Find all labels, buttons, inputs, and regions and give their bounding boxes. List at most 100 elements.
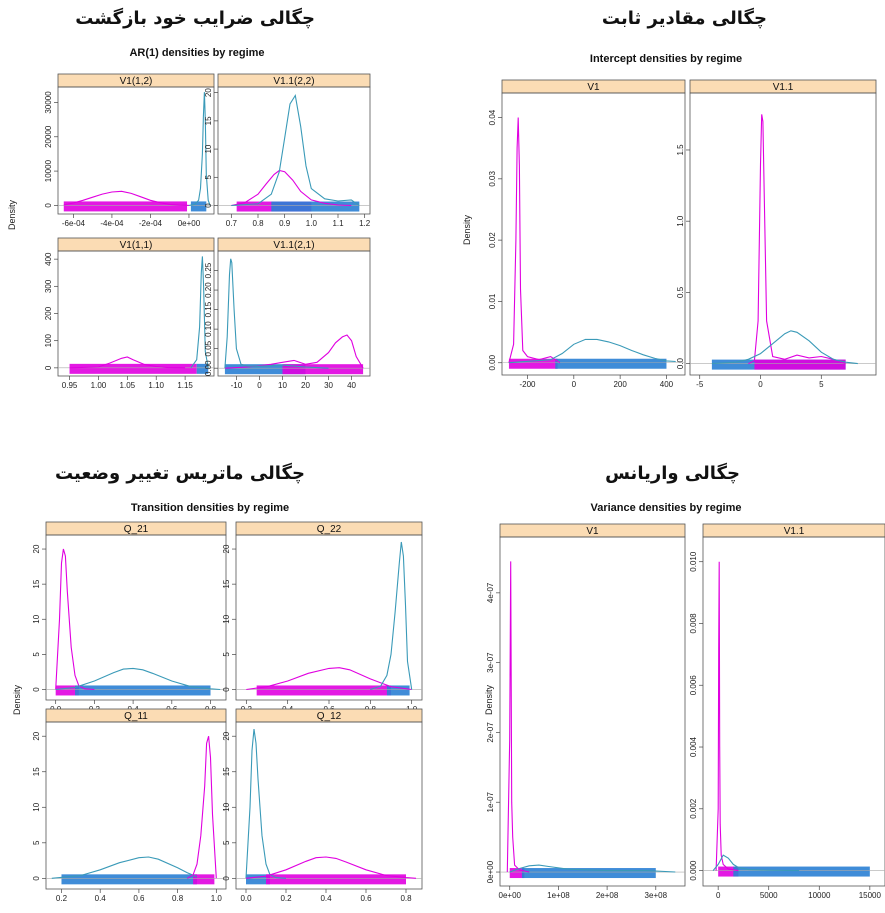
x-tick-label: -4e-04 — [100, 219, 124, 228]
y-tick-label: 5 — [32, 840, 41, 845]
y-tick-label: 0.008 — [689, 613, 698, 634]
transition-title: Transition densities by regime — [131, 502, 289, 514]
y-tick-label: 5 — [204, 175, 213, 180]
density-curve-magenta — [245, 856, 417, 879]
y-tick-label: 0.05 — [204, 340, 213, 356]
density-curve-teal — [55, 667, 221, 691]
rug-band — [69, 363, 197, 374]
y-tick-label: 10 — [222, 802, 231, 811]
y-tick-label: 15 — [222, 767, 231, 776]
transition-panel: Q_12 0.0 0.2 0.4 0.6 0.8 0 5 10 15 20 — [222, 708, 423, 903]
x-tick-label: 1.0 — [211, 894, 223, 903]
panel-frame — [57, 250, 215, 377]
y-tick-label: 20 — [222, 544, 231, 553]
x-tick-label: 0.8 — [400, 894, 412, 903]
density-curve-teal — [51, 856, 198, 879]
density-curve-magenta — [224, 334, 364, 369]
x-tick-label: 1.2 — [359, 219, 371, 228]
y-tick-label: 0e+00 — [486, 860, 495, 883]
y-tick-label: 0.002 — [689, 798, 698, 819]
panel-strip-label: Q_21 — [124, 524, 149, 535]
rug-band — [61, 874, 197, 885]
y-tick-label: 0.02 — [488, 232, 497, 248]
rug-band — [55, 685, 79, 696]
rug-band — [521, 868, 656, 879]
y-tick-label: 15 — [32, 767, 41, 776]
panel-strip-label: V1.1(2,2) — [273, 76, 314, 87]
x-tick-label: 0.7 — [226, 219, 238, 228]
y-tick-label: 200 — [44, 306, 53, 320]
ar-ylabel: Density — [7, 199, 17, 230]
x-tick-label: 1.1 — [332, 219, 344, 228]
rug-band — [509, 868, 525, 879]
ar-figure: AR(1) densities by regime Density V1(1,2) -… — [7, 47, 371, 390]
transition-panel: Q_11 0.2 0.4 0.6 0.8 1.0 0 5 10 15 20 — [32, 708, 227, 903]
y-tick-label: 20000 — [44, 125, 53, 148]
y-tick-label: 0.004 — [689, 736, 698, 757]
rug-band — [266, 874, 406, 885]
y-tick-label: 400 — [44, 252, 53, 266]
rug-band — [193, 874, 215, 885]
y-tick-label: 0.03 — [488, 170, 497, 186]
y-tick-label: 20 — [32, 731, 41, 740]
variance-figure: Variance densities by regime Density V1 0e+… — [484, 502, 885, 900]
y-tick-label: 30000 — [44, 91, 53, 114]
density-curve-magenta — [715, 561, 739, 872]
density-curve-magenta — [506, 561, 530, 873]
density-curve-magenta — [69, 356, 186, 369]
panel-frame — [501, 92, 686, 376]
x-tick-label: 40 — [347, 381, 356, 390]
y-tick-label: 0 — [44, 203, 53, 208]
intercept-panel: V1 -200 0 200 400 0.00 0.01 0.02 0.03 0.04 — [488, 79, 686, 389]
panel-strip-label: V1(1,1) — [120, 240, 153, 251]
x-tick-label: 0e+00 — [499, 891, 522, 900]
density-curve-teal — [370, 541, 413, 691]
panel-strip-label: V1(1,2) — [120, 76, 153, 87]
y-tick-label: 300 — [44, 279, 53, 293]
y-tick-label: 1.5 — [676, 144, 685, 156]
y-tick-label: 1.0 — [676, 215, 685, 227]
x-tick-label: -5 — [696, 380, 704, 389]
density-curve-magenta — [246, 667, 412, 691]
y-tick-label: 5 — [32, 652, 41, 657]
x-tick-label: -2e-04 — [139, 219, 163, 228]
transition-ylabel: Density — [12, 684, 22, 715]
y-tick-label: 10 — [32, 614, 41, 623]
variance-heading: چگالی واریانس — [605, 463, 740, 484]
density-curve-teal — [224, 258, 329, 369]
x-tick-label: 15000 — [859, 891, 882, 900]
x-tick-label: 0.8 — [172, 894, 184, 903]
rug-band — [196, 363, 209, 374]
y-tick-label: 0 — [32, 687, 41, 692]
y-tick-label: 0 — [222, 876, 231, 881]
y-tick-label: 20 — [222, 731, 231, 740]
y-tick-label: 15 — [204, 116, 213, 125]
y-tick-label: 0 — [32, 876, 41, 881]
x-tick-label: -6e-04 — [62, 219, 86, 228]
x-tick-label: 0.0 — [240, 894, 252, 903]
panel-strip-label: V1.1(2,1) — [273, 240, 314, 251]
x-tick-label: 0 — [716, 891, 721, 900]
panel-frame — [499, 536, 686, 887]
y-tick-label: 0.10 — [204, 321, 213, 337]
rug-band — [386, 685, 410, 696]
panel-strip-label: Q_22 — [317, 524, 342, 535]
x-tick-label: 5 — [819, 380, 824, 389]
density-curve-teal — [712, 854, 800, 872]
x-tick-label: 0.4 — [95, 894, 107, 903]
rug-band — [508, 358, 558, 369]
x-tick-label: 10 — [278, 381, 287, 390]
rug-band — [256, 685, 391, 696]
x-tick-label: -200 — [519, 380, 536, 389]
panel-strip-label: V1.1 — [773, 82, 794, 93]
rug-band — [246, 874, 270, 885]
y-tick-label: 0.01 — [488, 293, 497, 309]
x-tick-label: 20 — [301, 381, 310, 390]
transition-figure: Transition densities by regime Density Q_2… — [12, 502, 423, 903]
rug-band — [224, 364, 306, 375]
panel-frame — [702, 536, 885, 887]
x-tick-label: 5000 — [760, 891, 778, 900]
variance-panel: V1.1 0 5000 10000 15000 0.000 0.002 0.004 0.006 0… — [689, 523, 885, 900]
